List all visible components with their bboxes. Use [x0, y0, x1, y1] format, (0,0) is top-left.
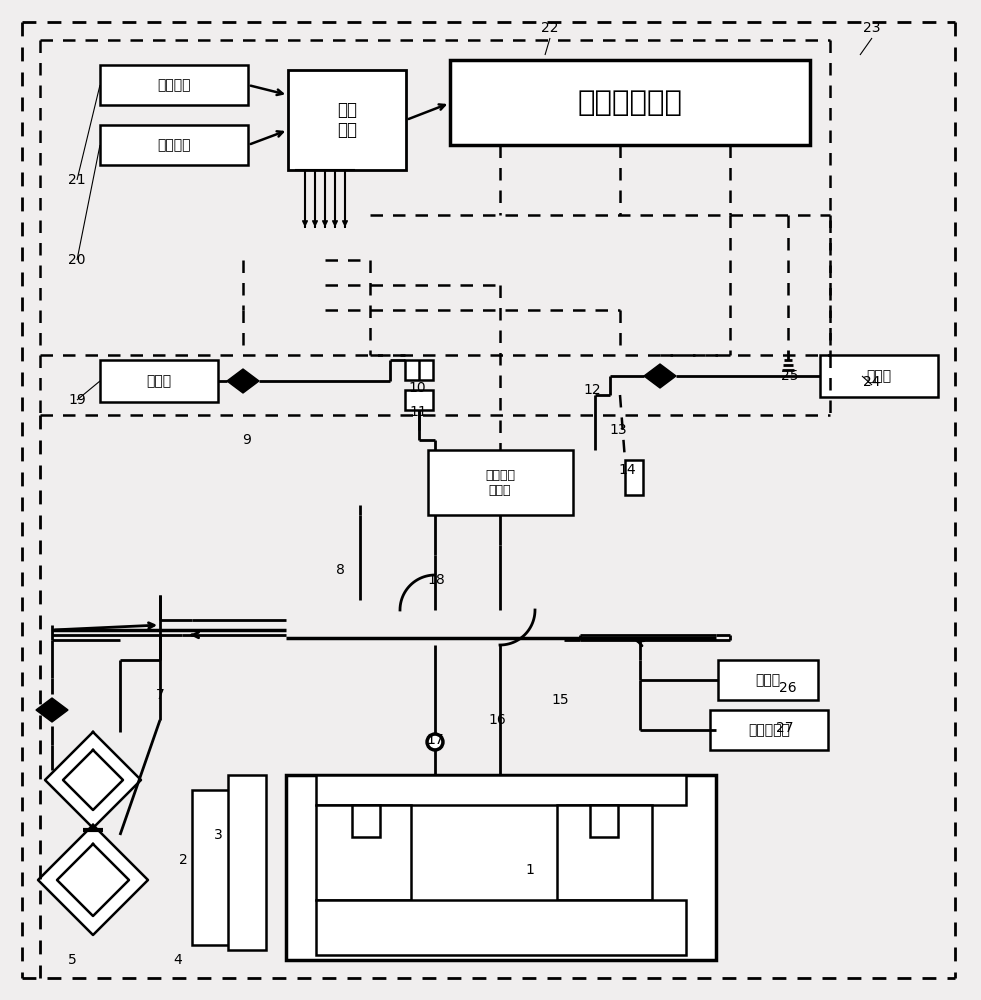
Bar — [590, 805, 618, 837]
Text: 6: 6 — [47, 703, 57, 717]
Text: 燃油筱: 燃油筱 — [146, 374, 172, 388]
Text: 24: 24 — [863, 375, 881, 389]
Bar — [625, 460, 643, 495]
Text: 15: 15 — [551, 693, 569, 707]
Bar — [286, 775, 716, 960]
Bar — [316, 900, 686, 955]
Polygon shape — [63, 750, 123, 810]
Polygon shape — [38, 825, 148, 935]
Text: 16: 16 — [489, 713, 506, 727]
Text: 空气滤清器: 空气滤清器 — [749, 723, 790, 737]
Polygon shape — [243, 369, 259, 393]
Bar — [316, 805, 411, 900]
Bar — [428, 450, 573, 515]
Polygon shape — [227, 369, 243, 393]
Bar — [288, 70, 406, 170]
Text: 电子控制单元: 电子控制单元 — [578, 89, 683, 117]
Text: 12: 12 — [583, 383, 600, 397]
Polygon shape — [36, 698, 52, 722]
Text: 26: 26 — [779, 681, 797, 695]
Bar — [192, 790, 242, 945]
Text: 7: 7 — [156, 688, 165, 702]
Text: 9: 9 — [242, 433, 251, 447]
Text: 23: 23 — [863, 21, 881, 35]
Bar — [100, 360, 218, 402]
Text: 13: 13 — [609, 423, 627, 437]
Text: 18: 18 — [427, 573, 444, 587]
Text: 1: 1 — [526, 863, 535, 877]
Bar — [100, 65, 248, 105]
Circle shape — [430, 736, 440, 748]
Text: 11: 11 — [409, 405, 427, 419]
Bar — [100, 125, 248, 165]
Circle shape — [426, 733, 444, 751]
Text: 8: 8 — [336, 563, 344, 577]
Bar — [820, 355, 938, 397]
Text: 进气阀调
节机构: 进气阀调 节机构 — [485, 469, 515, 497]
Bar — [450, 60, 810, 145]
Text: 19: 19 — [68, 393, 86, 407]
Bar — [316, 775, 686, 805]
Text: 转速信号: 转速信号 — [157, 78, 190, 92]
Polygon shape — [644, 364, 660, 388]
Text: 2: 2 — [179, 853, 187, 867]
Text: 4: 4 — [174, 953, 182, 967]
Text: 中冷器: 中冷器 — [755, 673, 781, 687]
Polygon shape — [660, 364, 676, 388]
Text: 10: 10 — [408, 381, 426, 395]
Text: 17: 17 — [426, 733, 443, 747]
Polygon shape — [57, 844, 129, 916]
Bar — [405, 390, 433, 410]
Text: 负荷信号: 负荷信号 — [157, 138, 190, 152]
Polygon shape — [45, 732, 141, 828]
Text: 5: 5 — [68, 953, 77, 967]
Text: 27: 27 — [776, 721, 794, 735]
Bar — [352, 805, 380, 837]
Text: 22: 22 — [542, 21, 559, 35]
Bar — [228, 775, 266, 950]
Text: 储气罐: 储气罐 — [866, 369, 892, 383]
Text: 20: 20 — [69, 253, 85, 267]
Text: 25: 25 — [781, 369, 799, 383]
Polygon shape — [52, 698, 68, 722]
Bar — [557, 805, 652, 900]
Text: 14: 14 — [618, 463, 636, 477]
Bar — [405, 360, 433, 380]
Bar — [710, 710, 828, 750]
Bar — [718, 660, 818, 700]
Text: 3: 3 — [214, 828, 223, 842]
Text: 监测
系统: 监测 系统 — [337, 101, 357, 139]
Text: 21: 21 — [69, 173, 85, 187]
